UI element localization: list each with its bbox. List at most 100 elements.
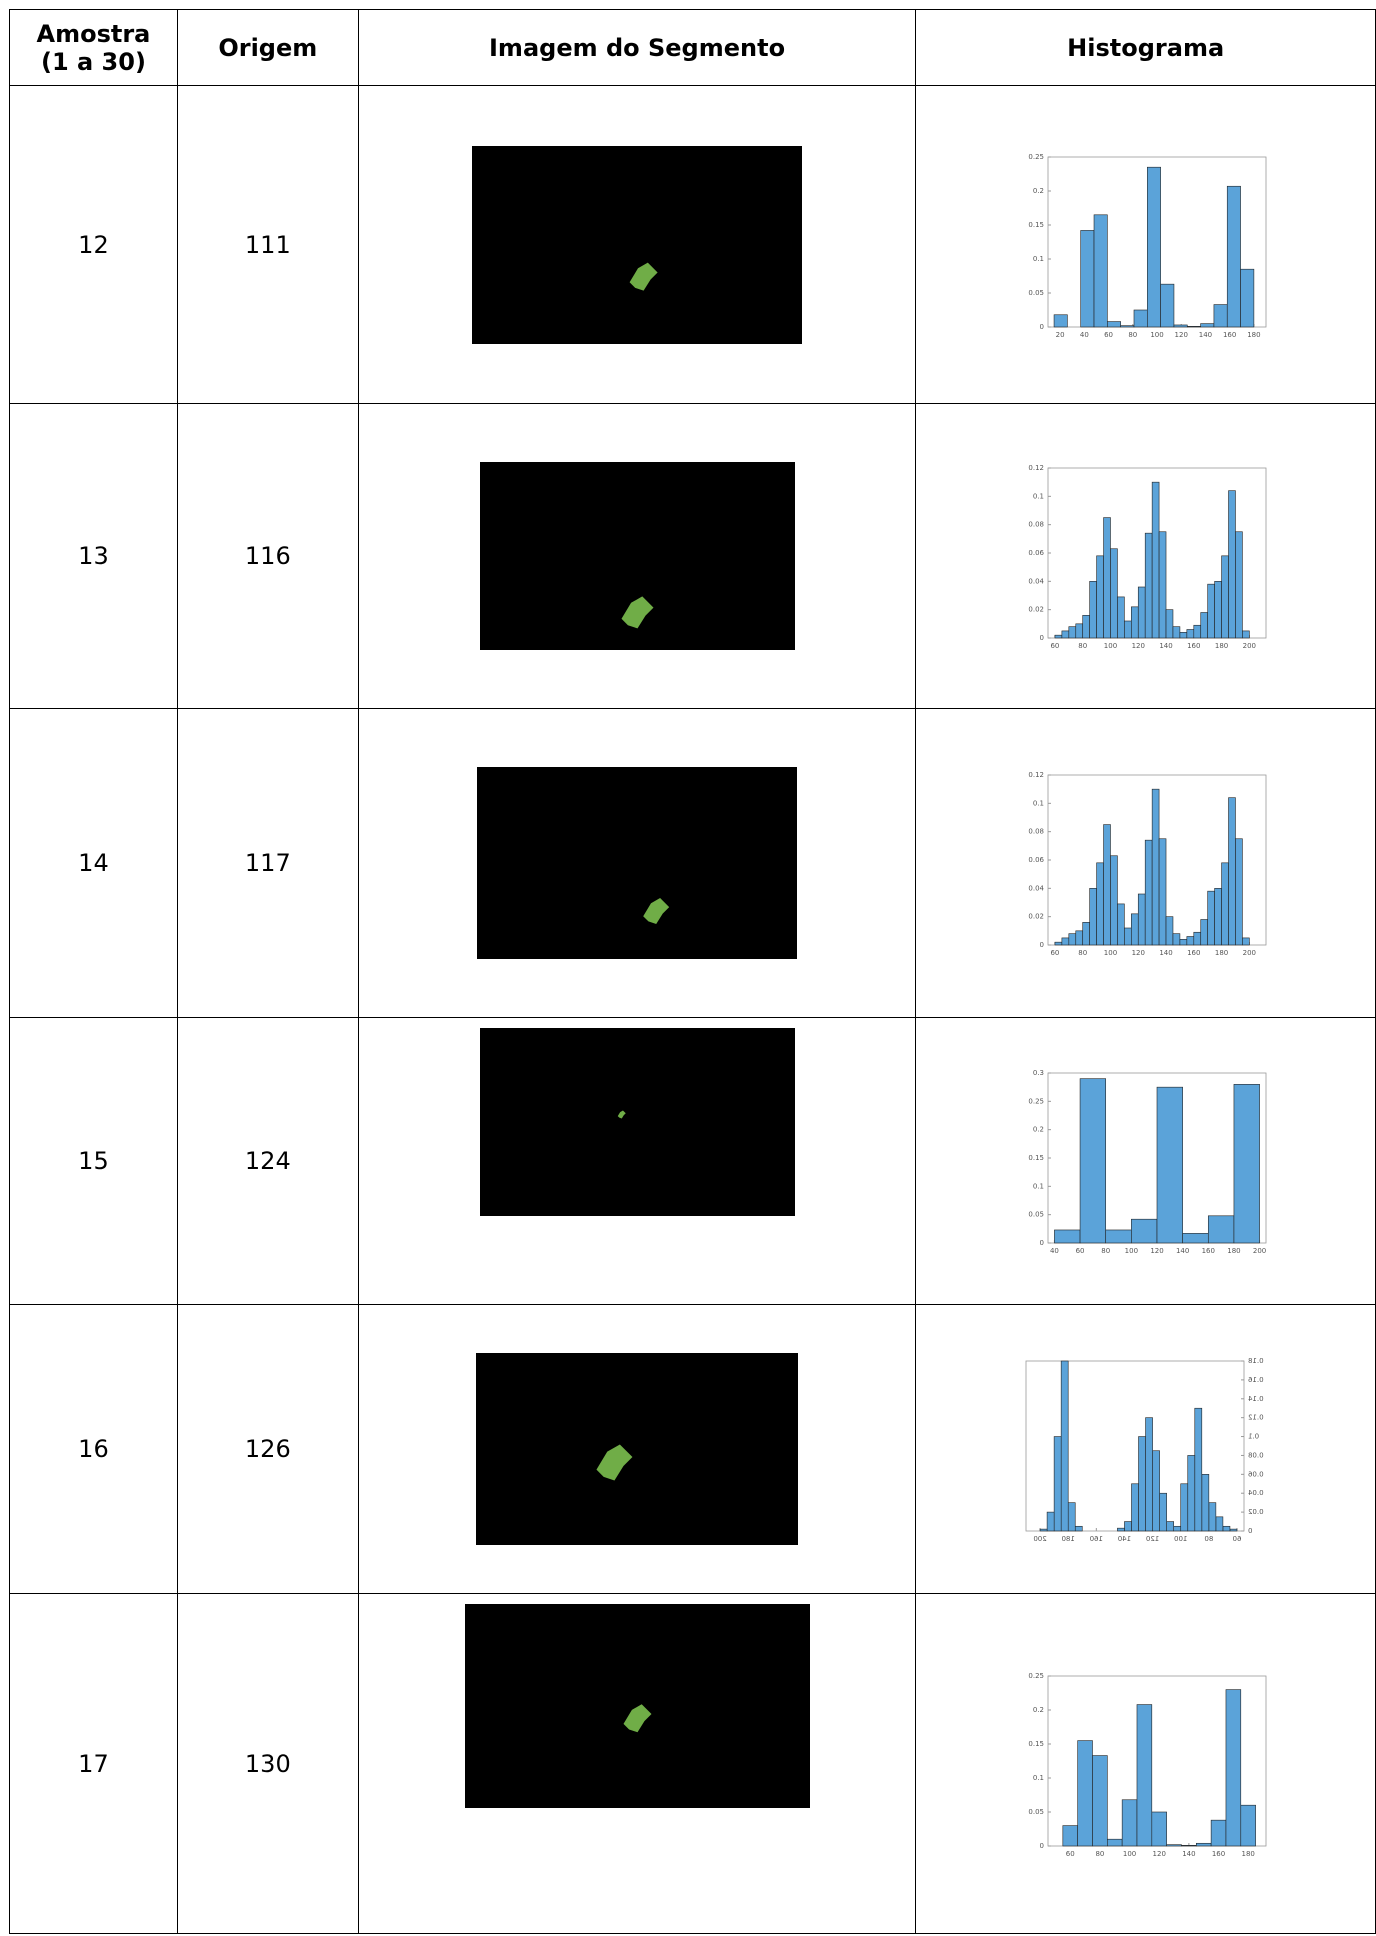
histogram-bar	[1158, 531, 1166, 639]
histogram: 0 0.05 0.1 0.15 0.2 0.25 60 80 100 120 140 160 180	[1028, 1672, 1267, 1858]
y-tick-label: 0.1	[1033, 799, 1044, 807]
histogram-bar	[1187, 1455, 1195, 1532]
header-cell: Histograma	[915, 9, 1376, 86]
x-tick-label: 160	[1223, 331, 1236, 339]
x-tick-label: 40	[1050, 1247, 1059, 1255]
y-tick-label: 0.1	[1033, 255, 1044, 263]
origem-cell: 124	[176, 1017, 359, 1305]
histogram-bar	[1046, 1511, 1055, 1532]
segment-image-cell	[357, 85, 917, 404]
y-tick-label: 0.12	[1028, 464, 1044, 472]
histogram-bar	[1199, 322, 1214, 327]
amostra-cell: 12	[9, 85, 178, 404]
histogram-bar	[1200, 612, 1208, 639]
histogram-bar	[1180, 1483, 1188, 1532]
y-tick-label: 0.2	[1033, 1706, 1044, 1714]
y-tick-label: 0.2	[1033, 187, 1044, 195]
x-tick-label: 80	[1078, 949, 1087, 957]
segment-image-cell	[357, 1304, 917, 1594]
segment-image	[479, 1028, 795, 1216]
table-body: 12 111 0 0.05 0.1 0.15 0.2 0.25 20 40 60 80 100 120 14…	[9, 85, 1376, 1934]
x-tick-label: 40	[1080, 331, 1089, 339]
x-tick-label: 140	[1159, 949, 1172, 957]
y-tick-label: 0.02	[1028, 913, 1044, 921]
histogram-bar	[1165, 609, 1173, 639]
histogram-bar	[1075, 930, 1083, 946]
x-tick-label: 160	[1187, 642, 1200, 650]
histogram-bar	[1144, 1417, 1153, 1532]
histogram-bar	[1061, 937, 1069, 946]
histogram-bar	[1160, 283, 1174, 327]
x-tick-label: 80	[1095, 1850, 1104, 1858]
segment-image	[477, 767, 798, 959]
table-row: 16 126 0 0.02 0.04 0.06 0.08 0.1 0.12 0.14 0.16 0.1…	[9, 1304, 1376, 1594]
x-tick-label: 100	[1103, 949, 1116, 957]
y-tick-label: 0.04	[1028, 577, 1044, 585]
histogram-cell: 0 0.05 0.1 0.15 0.2 0.25 0.3 40 60 80 100 120 140 160…	[915, 1017, 1376, 1305]
segment-blob	[643, 898, 670, 924]
header-cell: Amostra (1 a 30)	[9, 9, 178, 86]
histogram-bar	[1172, 626, 1180, 639]
segment-image	[476, 1353, 799, 1545]
histogram-bar	[1173, 1525, 1181, 1532]
y-tick-label: 0	[1039, 941, 1043, 949]
y-tick-label: 0.1	[1033, 1182, 1044, 1190]
x-tick-label: 120	[1152, 1850, 1165, 1858]
histogram-bar	[1158, 838, 1166, 946]
x-tick-label: 200	[1242, 949, 1255, 957]
amostra-cell: 13	[9, 403, 178, 709]
x-tick-label: 140	[1176, 1247, 1189, 1255]
histogram-bar	[1093, 214, 1108, 327]
y-tick-label: 0.14	[1247, 1395, 1263, 1403]
x-tick-label: 200	[1242, 642, 1255, 650]
origem-cell: 111	[176, 85, 359, 404]
histogram-bar	[1186, 325, 1201, 327]
histogram-bar	[1207, 583, 1215, 639]
histogram-bar	[1227, 490, 1236, 639]
table: Amostra (1 a 30) Origem Imagem do Segmen…	[9, 9, 1376, 1934]
segment-image-cell	[357, 708, 917, 1018]
histogram-bar	[1234, 838, 1243, 946]
histogram-bar	[1067, 1502, 1076, 1532]
segment-image	[464, 1604, 810, 1808]
histogram-bar	[1121, 1798, 1137, 1846]
y-tick-label: 0.06	[1247, 1470, 1263, 1478]
histogram-bar	[1151, 481, 1160, 639]
histogram-bar	[1146, 166, 1161, 327]
x-tick-label: 200	[1253, 1247, 1266, 1255]
x-tick-label: 140	[1198, 331, 1211, 339]
histogram-bar	[1241, 937, 1250, 946]
histogram-bar	[1182, 1233, 1209, 1244]
histogram-bar	[1137, 893, 1146, 946]
histogram: 0 0.02 0.04 0.06 0.08 0.1 0.12 60 80 100 120 140 160…	[1028, 464, 1267, 650]
x-tick-label: 80	[1128, 331, 1137, 339]
histogram-bar	[1180, 1844, 1197, 1846]
histogram-bar	[1054, 634, 1062, 639]
histogram-bar	[1158, 1492, 1167, 1532]
x-tick-label: 100	[1123, 1850, 1136, 1858]
y-tick-label: 0.02	[1248, 1508, 1264, 1516]
x-tick-label: 140	[1182, 1850, 1195, 1858]
histogram-bar	[1208, 1502, 1216, 1532]
histogram: 0 0.02 0.04 0.06 0.08 0.1 0.12 60 80 100 120 140 160…	[1028, 771, 1267, 957]
segment-blob	[596, 1444, 633, 1481]
histogram-cell: 0 0.02 0.04 0.06 0.08 0.1 0.12 60 80 100 120 140 160…	[915, 403, 1376, 709]
y-tick-label: 0.12	[1028, 771, 1044, 779]
histogram-bar	[1105, 1229, 1132, 1244]
histogram-bar	[1068, 626, 1076, 639]
histogram-bar	[1130, 913, 1139, 946]
segment-image-cell	[357, 1593, 917, 1934]
histogram-bar	[1195, 1842, 1212, 1846]
y-tick-label: 0.15	[1028, 1740, 1044, 1748]
x-tick-label: 60	[1065, 1850, 1074, 1858]
y-tick-label: 0.08	[1028, 521, 1044, 529]
histogram-bar	[1234, 531, 1243, 639]
table-row: 13 116 0 0.02 0.04 0.06 0.08 0.1 0.12 60 80 100 120 1…	[9, 403, 1376, 709]
y-tick-label: 0.25	[1028, 153, 1044, 161]
histogram-cell: 0 0.02 0.04 0.06 0.08 0.1 0.12 0.14 0.16 0.18 60 80…	[915, 1304, 1376, 1594]
table-row: 12 111 0 0.05 0.1 0.15 0.2 0.25 20 40 60 80 100 120 14…	[9, 85, 1376, 404]
histogram-bar	[1130, 1218, 1157, 1244]
x-tick-label: 60	[1050, 642, 1059, 650]
histogram-bar	[1102, 824, 1111, 946]
